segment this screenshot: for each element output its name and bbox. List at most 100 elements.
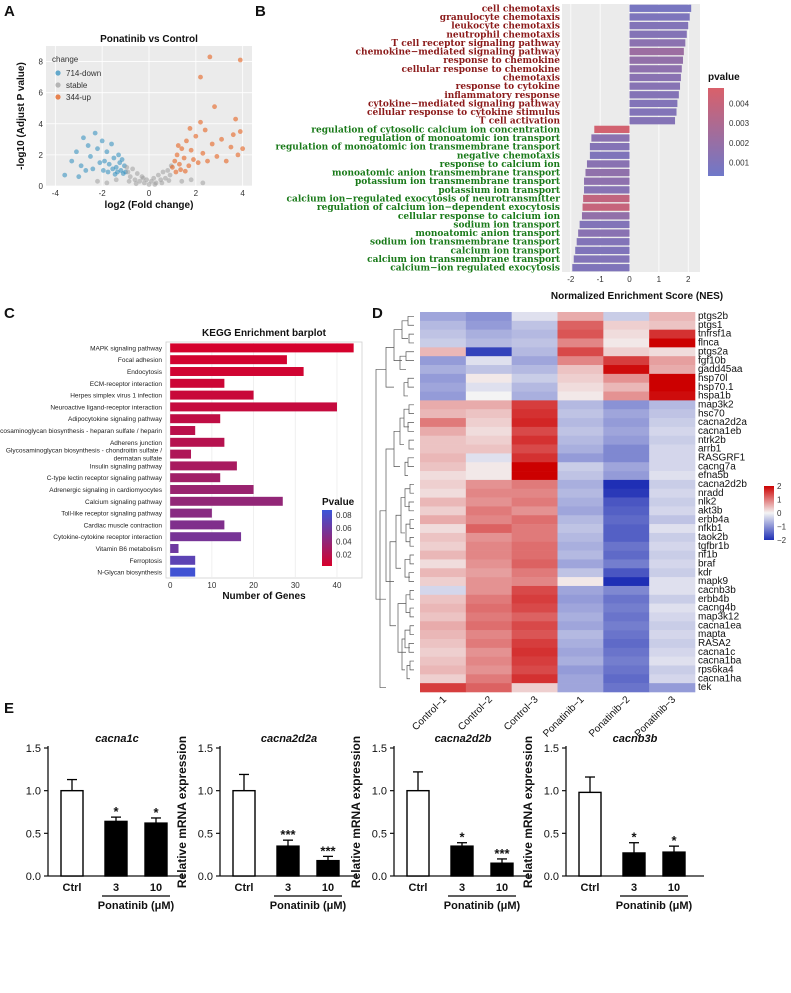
heatmap-cell <box>557 338 604 348</box>
qpcr-x-tick: 3 <box>285 882 291 894</box>
heatmap-cell <box>420 683 467 693</box>
volcano-point <box>140 175 146 181</box>
heatmap-cell <box>649 532 696 543</box>
volcano-point <box>130 166 136 172</box>
go-bar <box>576 238 630 246</box>
heatmap-row-label: tek <box>698 682 712 693</box>
volcano-point <box>198 119 203 125</box>
qpcr-significance: *** <box>320 843 336 858</box>
heatmap-cell <box>511 683 558 693</box>
heatmap-row-label: ptgs1 <box>698 320 723 331</box>
panel-label-e: E <box>4 700 14 717</box>
heatmap-cell <box>420 647 467 657</box>
heatmap-cell <box>603 365 650 375</box>
go-bar <box>591 134 630 142</box>
heatmap-dendrogram-link <box>385 346 394 388</box>
heatmap-cell <box>420 347 467 357</box>
qpcr-x-tick: 3 <box>459 882 465 894</box>
heatmap-dendrogram-link <box>399 417 404 445</box>
go-bar <box>585 168 630 177</box>
heatmap-row-label: kdr <box>698 567 713 578</box>
heatmap-cell <box>511 365 558 375</box>
qpcr-x-tick: Ctrl <box>581 882 600 894</box>
go-bar <box>583 194 630 203</box>
heatmap-cell <box>557 612 604 622</box>
qpcr-title: cacna2d2b <box>435 733 492 745</box>
go-bar <box>584 186 630 194</box>
qpcr-bar <box>622 852 646 877</box>
heatmap-legend-tick: 1 <box>777 496 782 505</box>
heatmap-cell <box>649 338 696 348</box>
volcano-point <box>100 168 106 173</box>
heatmap-cell <box>603 656 650 666</box>
heatmap-cell <box>603 515 650 525</box>
heatmap-row-label: cacna2d2b <box>698 479 747 490</box>
heatmap-cell <box>511 329 558 339</box>
go-legend-tick: 0.003 <box>729 119 750 128</box>
qpcr-ylabel: Relative mRNA expression <box>521 736 535 888</box>
heatmap-row-label: fgf10b <box>698 355 726 366</box>
kegg-term-label: Cytokine-cytokine receptor interaction <box>53 534 162 541</box>
go-legend-title: pvalue <box>708 72 740 83</box>
volcano-point <box>179 178 185 184</box>
go-term-label: regulation of monoatomic ion transmembra… <box>276 143 561 153</box>
heatmap-col-label: Control−1 <box>410 694 449 733</box>
heatmap-cell <box>511 541 558 551</box>
go-term-label: cell chemotaxis <box>482 4 560 14</box>
heatmap-row-label: ptgs2a <box>698 346 728 357</box>
qpcr-x-tick: Ctrl <box>409 882 428 894</box>
volcano-point <box>78 163 84 169</box>
qpcr-y-tick: 0.5 <box>372 828 387 840</box>
kegg-bar <box>170 343 354 353</box>
heatmap-cell <box>465 577 512 587</box>
heatmap-cell <box>649 515 696 525</box>
heatmap-cell <box>603 630 650 640</box>
heatmap-row-label: hsp70l <box>698 373 727 384</box>
panel-label-a: A <box>4 3 15 20</box>
volcano-y-tick: 8 <box>39 58 44 67</box>
heatmap-cell <box>511 453 558 463</box>
volcano-point <box>184 138 189 144</box>
heatmap-cell <box>511 312 558 322</box>
heatmap-cell <box>557 347 604 357</box>
kegg-legend-tick: 0.02 <box>336 550 352 559</box>
heatmap-cell <box>465 320 512 330</box>
qpcr-y-tick: 1.5 <box>544 743 559 755</box>
qpcr-significance: * <box>153 805 159 820</box>
heatmap-cell <box>420 585 467 596</box>
volcano-plot: Ponatinib vs Control -4 -2 0 2 4 0 2 4 6 8 log2 (Fo… <box>16 34 252 211</box>
volcano-legend-marker <box>55 70 61 76</box>
heatmap-cell <box>465 612 512 622</box>
go-bar <box>586 160 630 168</box>
kegg-legend-tick: 0.06 <box>336 524 352 533</box>
heatmap-cell <box>557 320 604 330</box>
volcano-x-tick: 4 <box>240 189 245 198</box>
volcano-ylabel: -log10 (Adjust P value) <box>16 62 27 170</box>
heatmap-cell <box>420 665 467 675</box>
heatmap-row-label: efna5b <box>698 470 729 481</box>
kegg-term-label: Adrenergic signaling in cardiomyocytes <box>49 487 162 494</box>
go-bar <box>629 13 690 21</box>
heatmap-dendrogram-link <box>393 430 400 468</box>
go-x-tick: 1 <box>657 275 662 284</box>
go-colorbar <box>708 88 724 176</box>
panel-label-b: B <box>255 3 266 20</box>
heatmap-cell <box>603 453 650 463</box>
kegg-bar <box>170 485 254 494</box>
go-term-label: sodium ion transport <box>453 220 560 230</box>
go-bar <box>629 56 683 64</box>
volcano-point <box>83 168 89 173</box>
heatmap-cell <box>420 409 467 419</box>
qpcr-x-tick: 10 <box>322 882 334 894</box>
qpcr-bar <box>578 791 602 877</box>
volcano-point <box>69 158 75 164</box>
heatmap-dendrogram-link <box>407 377 414 388</box>
qpcr-bar <box>104 820 128 877</box>
heatmap-cell <box>603 444 650 454</box>
heatmap-cell <box>420 568 467 578</box>
heatmap-cell <box>603 603 650 613</box>
go-x-tick: -2 <box>567 275 575 284</box>
go-x-tick: 0 <box>627 275 632 284</box>
volcano-point <box>175 143 181 148</box>
heatmap-cell <box>649 541 696 551</box>
